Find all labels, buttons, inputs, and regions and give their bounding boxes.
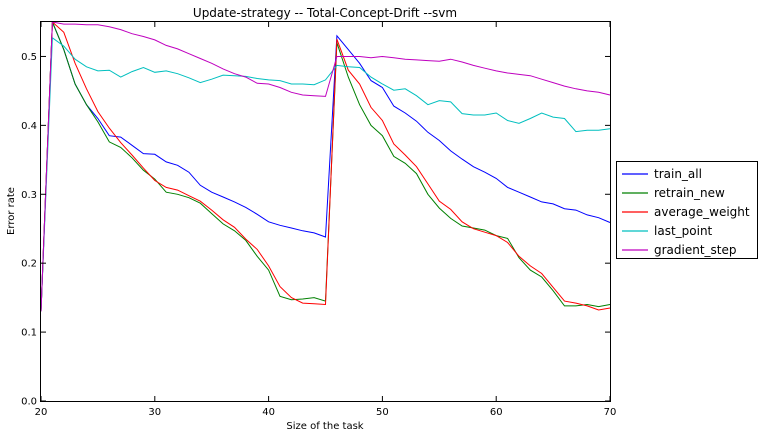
legend-label: train_all [654,167,702,181]
y-tick-label: 0.3 [21,190,37,201]
x-tick-label: 70 [604,407,617,418]
y-axis-title: Error rate [6,187,17,235]
series-line-average-weight [40,20,611,312]
x-tick-label: 40 [262,407,275,418]
series-layer [40,20,611,312]
y-tick-label: 0.4 [21,121,37,132]
y-tick-label: 0.0 [21,397,37,408]
plot-frame [40,21,611,402]
series-line-last-point [40,36,611,312]
x-tick-label: 30 [148,407,161,418]
series-line-train-all [40,21,611,312]
chart-title: Update-strategy -- Total-Concept-Drift -… [193,6,457,20]
tick-layer: 20 30 40 50 60 70 0.0 0.1 0.2 0.3 0.4 0.5 [21,22,616,418]
x-tick-label: 20 [35,407,48,418]
legend: train_all retrain_new average_weight last_p… [616,161,758,259]
legend-label: retrain_new [654,186,725,200]
legend-label: average_weight [654,205,750,219]
legend-box [616,161,758,259]
series-line-gradient-step [40,21,611,312]
x-tick-label: 60 [490,407,503,418]
legend-label: last_point [654,224,713,238]
y-tick-label: 0.1 [21,328,37,339]
y-tick-label: 0.2 [21,259,37,270]
x-axis-title: Size of the task [286,421,363,432]
legend-label: gradient_step [654,243,737,257]
x-tick-label: 50 [376,407,389,418]
y-tick-label: 0.5 [21,52,37,63]
